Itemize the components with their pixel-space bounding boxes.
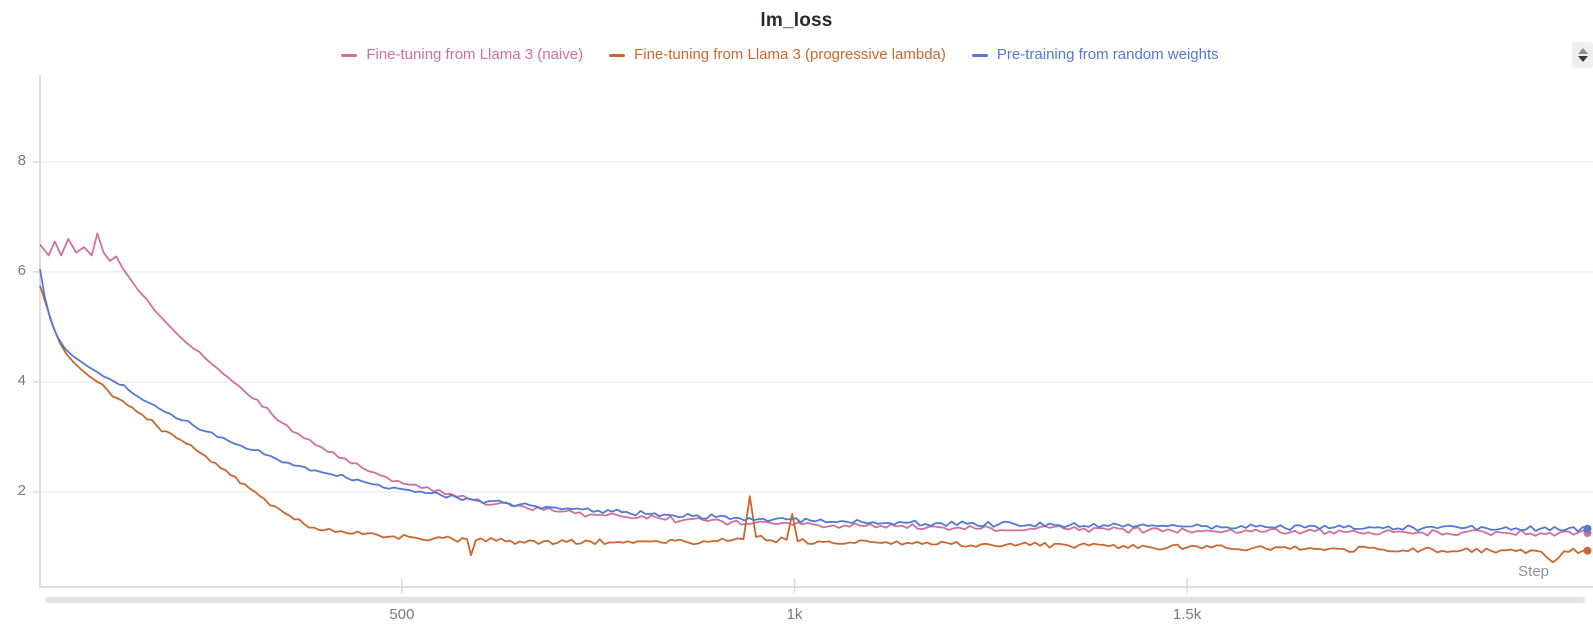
series-line-2 xyxy=(39,268,1588,533)
legend-line-swatch xyxy=(341,53,358,57)
legend: Fine-tuning from Llama 3 (naive) Fine-tun… xyxy=(0,44,1560,66)
series-line-0 xyxy=(39,232,1588,537)
legend-label: Pre-training from random weights xyxy=(996,46,1219,63)
series-line-1 xyxy=(39,285,1588,564)
legend-item-1[interactable]: Fine-tuning from Llama 3 (progressive la… xyxy=(609,45,946,65)
y-tick-label: 8 xyxy=(17,151,26,169)
value-stepper[interactable] xyxy=(1572,42,1593,68)
stepper-up-icon[interactable] xyxy=(1577,48,1588,54)
legend-item-0[interactable]: Fine-tuning from Llama 3 (naive) xyxy=(341,45,583,65)
y-tick-label: 2 xyxy=(17,481,26,499)
legend-line-swatch xyxy=(609,53,626,57)
legend-line-swatch xyxy=(971,53,988,57)
x-tick-label: 500 xyxy=(389,606,415,623)
x-tick-label: 1.5k xyxy=(1172,606,1202,623)
horizontal-scrollbar[interactable] xyxy=(45,597,1585,603)
stepper-down-icon[interactable] xyxy=(1577,56,1588,62)
x-axis-title: Step xyxy=(1518,563,1549,580)
series-endpoint-2 xyxy=(1583,524,1592,533)
chart-title: lm_loss xyxy=(760,10,833,31)
legend-label: Fine-tuning from Llama 3 (progressive la… xyxy=(634,46,946,63)
x-tick-label: 1k xyxy=(786,606,803,623)
legend-label: Fine-tuning from Llama 3 (naive) xyxy=(366,46,584,63)
y-tick-label: 4 xyxy=(17,371,26,389)
legend-item-2[interactable]: Pre-training from random weights xyxy=(971,45,1219,65)
y-tick-label: 6 xyxy=(17,261,26,279)
series-endpoint-1 xyxy=(1583,546,1592,555)
